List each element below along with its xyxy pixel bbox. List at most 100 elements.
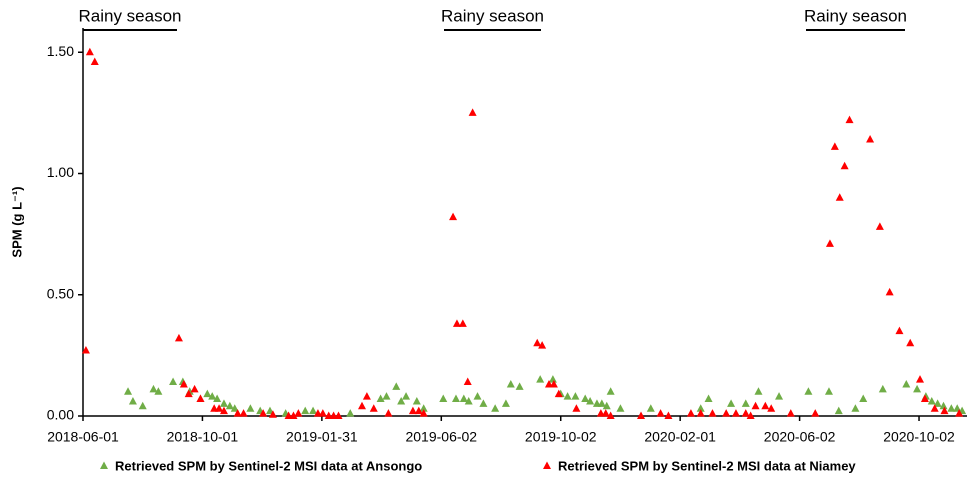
data-point xyxy=(81,346,90,354)
data-point xyxy=(289,411,298,419)
data-point xyxy=(549,379,558,388)
data-point xyxy=(408,406,417,415)
y-axis-label: SPM (g L⁻¹) xyxy=(9,186,24,257)
data-point xyxy=(875,222,884,230)
annotation: Rainy season xyxy=(441,6,544,25)
data-point xyxy=(124,387,133,395)
data-point xyxy=(930,404,939,412)
data-point xyxy=(501,399,510,407)
data-point xyxy=(581,394,590,403)
data-point xyxy=(473,392,482,400)
data-point xyxy=(318,409,327,417)
data-point xyxy=(824,387,833,395)
x-tick-label: 2020-06-02 xyxy=(764,429,836,445)
data-point xyxy=(464,396,473,405)
data-point xyxy=(939,401,948,410)
data-point xyxy=(741,409,750,417)
data-point xyxy=(834,406,843,415)
data-point xyxy=(309,406,318,415)
data-point xyxy=(219,399,228,407)
data-point xyxy=(704,394,713,403)
data-point xyxy=(955,409,964,417)
data-point xyxy=(916,375,925,383)
data-point xyxy=(479,399,488,407)
data-point xyxy=(859,394,868,403)
data-point xyxy=(586,396,595,405)
data-point xyxy=(920,394,929,403)
data-point xyxy=(196,394,205,403)
data-point xyxy=(468,108,477,116)
data-point xyxy=(268,410,277,418)
data-point xyxy=(358,401,367,410)
data-point xyxy=(138,401,147,410)
data-point xyxy=(775,392,784,400)
data-point xyxy=(601,409,610,417)
data-point xyxy=(225,401,234,410)
data-point xyxy=(452,319,461,327)
data-point xyxy=(184,389,193,398)
data-point xyxy=(878,384,887,393)
data-point xyxy=(727,399,736,407)
x-tick-label: 2020-02-01 xyxy=(644,429,716,445)
data-point xyxy=(246,404,255,412)
legend-marker xyxy=(543,461,551,469)
data-point xyxy=(572,404,581,412)
data-point xyxy=(885,287,894,296)
data-point xyxy=(239,409,248,417)
x-tick-label: 2018-06-01 xyxy=(47,429,119,445)
data-point xyxy=(751,401,760,410)
data-point xyxy=(174,333,183,342)
data-point xyxy=(563,392,572,400)
x-tick-label: 2020-10-02 xyxy=(883,429,955,445)
data-point xyxy=(940,406,949,415)
data-point xyxy=(722,409,731,417)
data-point xyxy=(149,384,158,393)
data-point xyxy=(203,389,212,398)
data-point xyxy=(533,338,542,347)
data-point xyxy=(215,404,224,412)
legend-label: Retrieved SPM by Sentinel-2 MSI data at … xyxy=(558,458,856,473)
data-point xyxy=(696,409,705,417)
x-tick-label: 2018-10-01 xyxy=(167,429,239,445)
data-point xyxy=(835,193,844,201)
data-point xyxy=(346,409,355,417)
data-point xyxy=(233,409,242,417)
data-point xyxy=(866,135,875,143)
data-point xyxy=(459,394,468,403)
data-point xyxy=(548,375,557,383)
annotation: Rainy season xyxy=(78,6,181,25)
data-point xyxy=(128,396,137,405)
data-point xyxy=(439,394,448,403)
y-tick-label: 0.50 xyxy=(47,285,74,301)
data-point xyxy=(506,379,515,388)
data-point xyxy=(708,409,717,417)
data-point xyxy=(947,404,956,412)
data-point xyxy=(741,399,750,407)
data-point xyxy=(646,404,655,412)
data-point xyxy=(840,161,849,170)
data-point xyxy=(933,399,942,407)
data-point xyxy=(419,404,428,412)
legend-label: Retrieved SPM by Sentinel-2 MSI data at … xyxy=(115,458,422,473)
data-point xyxy=(382,392,391,400)
data-point xyxy=(851,404,860,412)
data-point xyxy=(538,341,547,349)
data-point xyxy=(786,409,795,417)
data-point xyxy=(927,396,936,405)
data-point xyxy=(154,387,163,395)
data-point xyxy=(451,394,460,403)
data-point xyxy=(746,411,755,419)
data-point xyxy=(384,409,393,417)
data-point xyxy=(554,389,563,398)
data-point xyxy=(761,401,770,410)
data-point xyxy=(536,375,545,383)
annotation: Rainy season xyxy=(804,6,907,25)
data-point xyxy=(616,404,625,412)
data-point xyxy=(369,404,378,412)
data-point xyxy=(767,404,776,412)
data-point xyxy=(656,409,665,417)
data-point xyxy=(190,384,199,393)
y-tick-label: 1.00 xyxy=(47,164,74,180)
y-tick-label: 0.00 xyxy=(47,407,74,423)
